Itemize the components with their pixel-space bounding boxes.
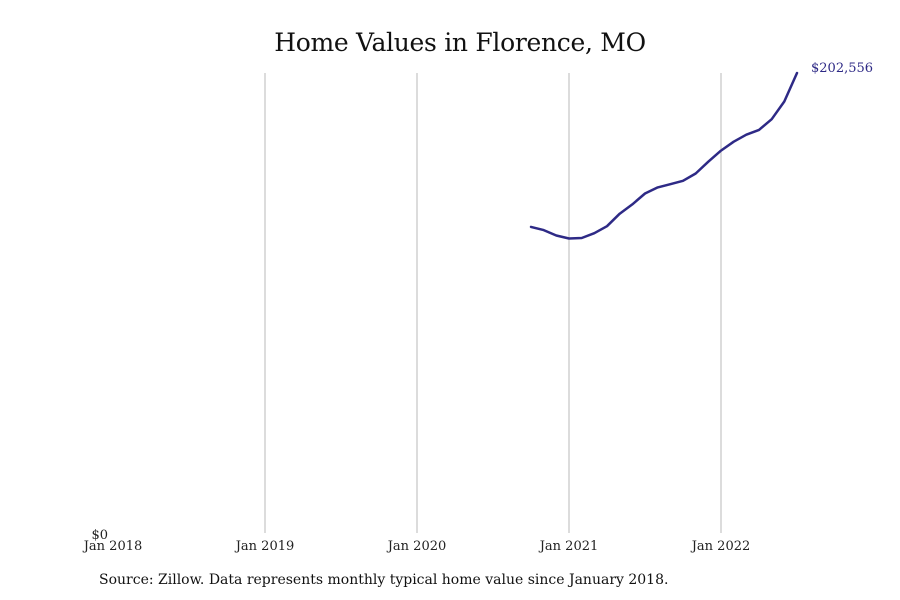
end-value-label: $202,556 [811, 61, 873, 76]
y-axis-ticks: $0 [91, 528, 108, 543]
x-tick-label: Jan 2020 [386, 539, 447, 554]
y-tick-label: $0 [91, 528, 108, 543]
x-tick-label: Jan 2018 [82, 539, 143, 554]
x-tick-label: Jan 2019 [234, 539, 295, 554]
x-axis-ticks: Jan 2018 Jan 2019 Jan 2020 Jan 2021 Jan 2022 [82, 539, 751, 554]
x-tick-label: Jan 2022 [690, 539, 751, 554]
gridlines [264, 73, 722, 533]
x-tick-label: Jan 2021 [538, 539, 599, 554]
series-line [529, 71, 799, 240]
source-note: Source: Zillow. Data represents monthly … [99, 572, 669, 588]
chart-title: Home Values in Florence, MO [274, 28, 646, 57]
series-layer: $202,556 [529, 61, 873, 240]
